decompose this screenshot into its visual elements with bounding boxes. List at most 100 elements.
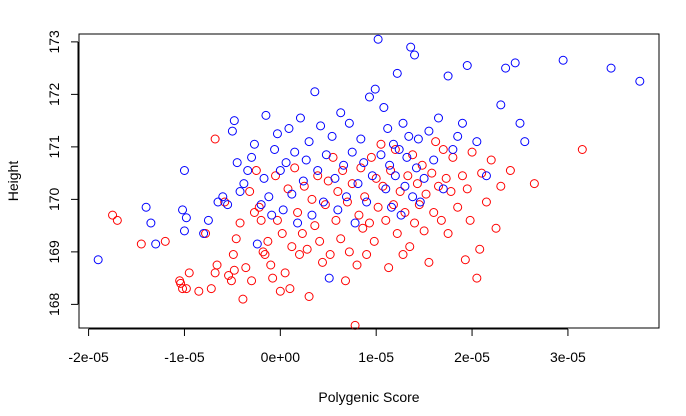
data-point <box>212 260 222 270</box>
data-point <box>481 197 491 207</box>
y-tick-label: 173 <box>46 30 62 54</box>
data-point <box>379 103 389 112</box>
data-point <box>331 215 341 225</box>
data-point <box>218 192 228 202</box>
data-point <box>398 250 408 259</box>
data-point <box>261 110 271 120</box>
data-point <box>558 55 568 65</box>
data-point <box>395 187 405 196</box>
data-point <box>392 229 402 238</box>
data-point <box>290 163 300 173</box>
data-point <box>277 229 287 238</box>
data-point <box>327 131 337 141</box>
y-tick-label: 169 <box>46 240 62 264</box>
data-point <box>293 218 303 228</box>
data-point <box>179 226 189 236</box>
data-point <box>266 260 276 270</box>
data-point <box>297 229 307 238</box>
data-point <box>304 292 314 301</box>
data-point <box>376 139 386 149</box>
data-point <box>307 210 317 220</box>
data-point <box>199 229 209 238</box>
data-point <box>396 210 406 220</box>
data-point <box>293 208 303 217</box>
data-point <box>457 118 467 128</box>
data-point <box>378 181 388 191</box>
data-point <box>529 179 539 189</box>
data-point <box>405 242 415 252</box>
data-point <box>298 176 308 186</box>
plot-frame <box>78 33 660 329</box>
data-point <box>151 239 161 249</box>
data-point <box>299 181 309 191</box>
data-point <box>415 197 425 207</box>
series-2 <box>93 34 645 283</box>
data-point <box>249 139 259 149</box>
data-point <box>515 118 525 128</box>
data-point <box>408 150 418 160</box>
data-point <box>268 273 278 283</box>
x-tick-label: 3e-05 <box>550 349 586 365</box>
data-point <box>352 260 362 270</box>
data-point <box>254 202 264 212</box>
data-point <box>259 173 269 183</box>
data-point <box>247 152 257 162</box>
data-point <box>320 200 330 210</box>
data-point <box>438 145 448 154</box>
data-point <box>475 244 485 254</box>
data-point <box>256 200 266 210</box>
data-point <box>316 121 326 131</box>
data-point <box>408 192 418 202</box>
data-point <box>404 131 414 141</box>
data-point <box>284 124 294 133</box>
data-point <box>304 137 314 147</box>
data-point <box>390 145 400 154</box>
data-point <box>373 34 383 44</box>
data-point <box>386 166 396 175</box>
data-point <box>330 173 340 183</box>
data-point <box>446 187 456 196</box>
data-point <box>325 250 335 259</box>
data-point <box>333 205 343 215</box>
data-point <box>272 215 282 225</box>
data-point <box>301 155 311 165</box>
data-point <box>267 210 277 220</box>
data-point <box>441 173 451 183</box>
data-point <box>354 210 364 220</box>
data-point <box>400 181 410 191</box>
x-tick-label: -2e-05 <box>68 349 109 365</box>
data-point <box>344 247 354 257</box>
data-point <box>411 163 421 173</box>
data-point <box>278 205 288 215</box>
data-point <box>243 166 253 175</box>
data-point <box>356 134 366 144</box>
data-point <box>384 263 394 273</box>
data-point <box>220 197 230 207</box>
data-point <box>462 184 472 194</box>
data-point <box>275 166 285 175</box>
x-tick-label: -1e-05 <box>164 349 205 365</box>
data-point <box>203 215 213 225</box>
data-point <box>271 171 281 181</box>
data-point <box>353 179 363 189</box>
data-point <box>287 242 297 252</box>
data-point <box>318 257 327 267</box>
data-point <box>241 263 251 273</box>
data-point <box>229 116 239 126</box>
data-point <box>460 255 470 265</box>
data-point <box>358 223 368 233</box>
data-point <box>249 208 259 217</box>
data-point <box>453 202 463 212</box>
data-point <box>336 108 346 118</box>
data-point <box>350 218 360 228</box>
data-point <box>178 205 188 215</box>
data-point <box>315 236 325 246</box>
data-point <box>256 215 266 225</box>
y-axis: 168 169 170 171 172 173 <box>46 30 79 316</box>
data-point <box>453 131 463 141</box>
data-point <box>417 160 427 170</box>
data-point <box>359 158 369 168</box>
data-point <box>457 171 467 181</box>
data-point <box>421 189 431 199</box>
